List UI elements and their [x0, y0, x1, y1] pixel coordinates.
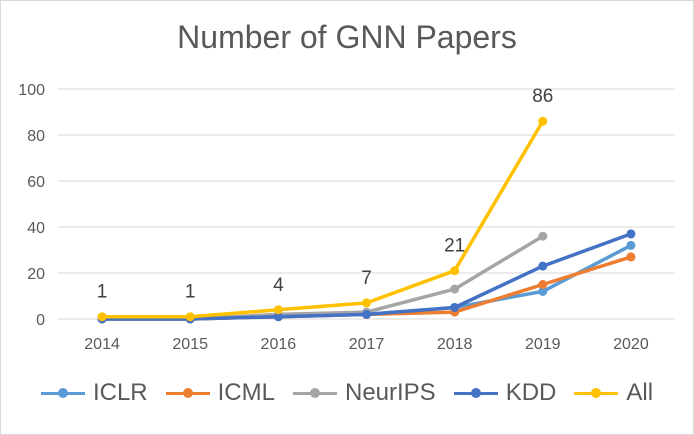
x-tick-label: 2020 — [613, 336, 649, 353]
data-point-kdd — [273, 312, 283, 322]
y-tick-label: 60 — [27, 174, 45, 191]
data-point-neurips — [450, 284, 460, 294]
legend-swatch-icml — [165, 383, 210, 403]
data-point-all — [450, 266, 460, 276]
x-tick-label: 2015 — [172, 336, 208, 353]
legend-item-icml: ICML — [165, 379, 275, 407]
legend-item-neurips: NeurIPS — [292, 379, 436, 407]
y-tick-label: 40 — [27, 220, 45, 237]
legend-swatch-iclr — [40, 383, 85, 403]
y-tick-label: 20 — [27, 266, 45, 283]
data-point-all — [97, 312, 107, 322]
legend: ICLR ICML NeurIPS KDD All — [1, 379, 693, 407]
series-line-all — [100, 119, 545, 319]
data-label: 86 — [532, 86, 553, 107]
data-point-icml — [626, 252, 636, 262]
legend-swatch-neurips — [292, 383, 337, 403]
legend-swatch-all — [574, 383, 619, 403]
y-tick-label: 80 — [27, 128, 45, 145]
data-point-iclr — [538, 286, 548, 296]
legend-item-all: All — [574, 379, 653, 407]
x-tick-label: 2019 — [525, 336, 561, 353]
legend-label: All — [626, 379, 654, 406]
legend-item-kdd: KDD — [453, 379, 557, 407]
data-label: 1 — [97, 282, 108, 303]
data-label: 1 — [185, 282, 196, 303]
data-point-neurips — [538, 231, 548, 241]
data-point-all — [538, 116, 548, 126]
y-tick-label: 100 — [18, 82, 45, 99]
data-point-all — [185, 312, 195, 322]
data-point-all — [362, 298, 371, 308]
legend-swatch-kdd — [453, 383, 498, 403]
chart-title: Number of GNN Papers — [177, 19, 517, 55]
data-label: 21 — [444, 236, 465, 257]
legend-label: ICLR — [92, 379, 148, 406]
data-point-kdd — [538, 261, 548, 271]
data-point-all — [273, 305, 283, 315]
data-point-icml — [538, 280, 548, 289]
data-point-kdd — [450, 303, 460, 312]
y-tick-label: 0 — [36, 312, 45, 329]
data-point-kdd — [362, 309, 371, 319]
x-tick-label: 2014 — [84, 336, 120, 353]
x-tick-label: 2017 — [349, 336, 385, 353]
legend-item-iclr: ICLR — [40, 379, 148, 407]
data-point-kdd — [626, 229, 636, 239]
x-tick-label: 2018 — [437, 336, 473, 353]
legend-label: KDD — [505, 379, 557, 406]
legend-label: NeurIPS — [344, 379, 436, 406]
x-tick-label: 2016 — [261, 336, 297, 353]
data-label: 4 — [273, 275, 284, 296]
data-point-iclr — [626, 240, 636, 250]
legend-label: ICML — [217, 379, 275, 406]
data-label: 7 — [361, 268, 372, 289]
